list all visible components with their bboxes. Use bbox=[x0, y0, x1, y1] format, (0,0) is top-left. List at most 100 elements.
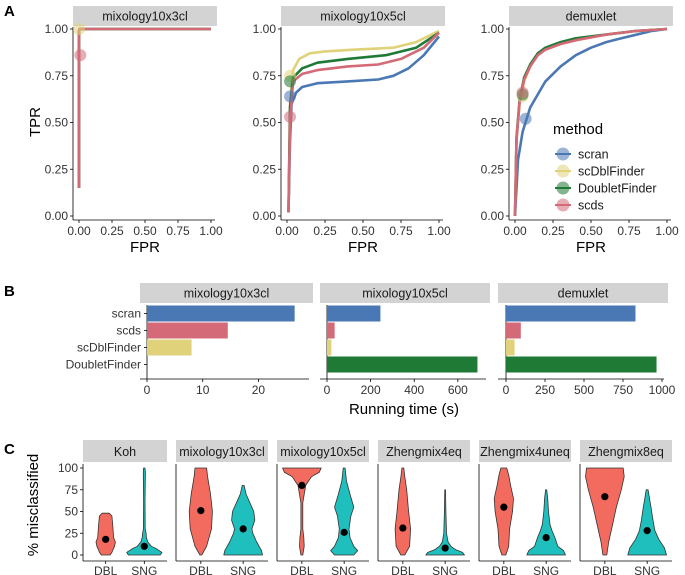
violin-dbl bbox=[282, 467, 322, 556]
violin-sng bbox=[425, 489, 465, 556]
mean-point-sng bbox=[441, 544, 449, 552]
roc-marker-scds bbox=[284, 110, 297, 123]
y-tick-label: 0.25 bbox=[253, 162, 277, 176]
facet-strip bbox=[580, 440, 672, 462]
facet-strip bbox=[320, 283, 490, 303]
roc-curve-scds bbox=[77, 27, 211, 188]
facet-strip bbox=[176, 440, 268, 462]
roc-marker-doubletfinder bbox=[284, 75, 297, 88]
x-tick-label-sng: SNG bbox=[230, 564, 256, 575]
x-tick-label: 750 bbox=[613, 383, 633, 397]
mean-point-dbl bbox=[102, 535, 110, 543]
violin-sng bbox=[526, 489, 566, 556]
x-tick-label: 0 bbox=[324, 383, 331, 397]
facet-strip bbox=[277, 440, 369, 462]
x-axis-title: Running time (s) bbox=[349, 401, 459, 418]
y-tick-label: 0.00 bbox=[481, 209, 505, 223]
y-tick-label-scran: scran bbox=[112, 307, 141, 321]
x-tick-label: 600 bbox=[448, 383, 468, 397]
y-tick-label: 0.50 bbox=[45, 116, 69, 130]
y-axis-title: % misclassified bbox=[25, 454, 42, 557]
panel-b-runtime: mixology10x3cl 0 10 20 mixology10x5cl 0 200 400… bbox=[66, 283, 676, 418]
roc-curve-doubletfinder bbox=[287, 31, 440, 213]
bar-scds bbox=[327, 322, 335, 339]
legend-label-scran: scran bbox=[578, 148, 609, 162]
x-tick-label: 0.25 bbox=[100, 224, 124, 238]
y-tick-label: 1.00 bbox=[481, 22, 505, 36]
mean-point-sng bbox=[340, 528, 348, 536]
x-axis-title: FPR bbox=[348, 239, 378, 256]
roc-curve-scdblfinder bbox=[77, 27, 211, 188]
violin-dbl bbox=[493, 467, 514, 556]
roc-curve-scran bbox=[77, 27, 211, 188]
x-tick-label-sng: SNG bbox=[331, 564, 357, 575]
bar-scds bbox=[147, 322, 228, 339]
x-tick-label: 1.00 bbox=[655, 224, 679, 238]
roc-marker-scran bbox=[284, 90, 297, 103]
y-tick-label: 0.25 bbox=[481, 162, 505, 176]
mean-point-sng bbox=[643, 527, 651, 535]
facet-strip-label: Zhengmix8eq bbox=[588, 445, 664, 459]
violin-sng bbox=[627, 489, 667, 556]
facet-strip bbox=[509, 6, 673, 26]
facet-strip bbox=[140, 283, 313, 303]
y-tick-label: 0.75 bbox=[45, 69, 69, 83]
x-tick-label: 0.75 bbox=[389, 224, 413, 238]
violin-sng bbox=[330, 467, 359, 556]
roc-curve-scds bbox=[287, 31, 440, 213]
legend-label-scdblfinder: scDblFinder bbox=[578, 165, 645, 179]
facet-strip-label: Koh bbox=[114, 445, 136, 459]
facet-strip-label: mixology10x5cl bbox=[362, 287, 447, 301]
x-tick-label: 0.25 bbox=[541, 224, 565, 238]
roc-marker-scdblfinder bbox=[73, 23, 85, 35]
roc-marker-scran bbox=[519, 112, 532, 125]
facet-strip bbox=[498, 283, 668, 303]
roc-curve-doubletfinder bbox=[77, 27, 211, 188]
x-tick-label: 0.00 bbox=[275, 224, 299, 238]
x-tick-label: 1.00 bbox=[427, 224, 451, 238]
x-tick-label-sng: SNG bbox=[432, 564, 458, 575]
roc-curve-scran bbox=[513, 27, 668, 217]
legend-label-doubletfinder: DoubletFinder bbox=[578, 182, 657, 196]
x-tick-label: 0.75 bbox=[617, 224, 641, 238]
bar-scdblfinder bbox=[327, 339, 332, 356]
y-tick-label: 0.50 bbox=[253, 116, 277, 130]
panel-letter-c: C bbox=[4, 441, 15, 458]
violin-dbl bbox=[585, 467, 625, 556]
bar-scdblfinder bbox=[506, 339, 515, 356]
y-tick-label-doubletfinder: DoubletFinder bbox=[66, 358, 141, 372]
legend-title: method bbox=[553, 121, 603, 138]
mean-point-dbl bbox=[399, 524, 407, 532]
facet-strip-label: mixology10x3cl bbox=[184, 287, 269, 301]
x-axis-title: FPR bbox=[130, 239, 160, 256]
panel-c-violins: Koh DBL SNG mixology10x3cl DBL SNG mixology10x… bbox=[25, 440, 672, 575]
y-tick-label: 0.75 bbox=[253, 69, 277, 83]
y-tick-label: 0.00 bbox=[253, 209, 277, 223]
y-axis-title: TPR bbox=[27, 107, 44, 137]
x-tick-label-dbl: DBL bbox=[593, 564, 617, 575]
y-tick-label: 0 bbox=[71, 548, 78, 562]
facet-strip-label: Zhengmix4eq bbox=[386, 445, 462, 459]
x-tick-label: 0.50 bbox=[579, 224, 603, 238]
x-tick-label: 10 bbox=[196, 383, 210, 397]
mean-point-dbl bbox=[601, 493, 609, 501]
roc-curve-scds bbox=[513, 27, 668, 217]
y-tick-label-scdblfinder: scDblFinder bbox=[77, 341, 141, 355]
x-tick-label: 20 bbox=[252, 383, 266, 397]
violin-sng bbox=[223, 485, 263, 556]
mean-point-sng bbox=[140, 542, 148, 550]
facet-strip bbox=[73, 6, 217, 26]
facet-strip-label: mixology10x5cl bbox=[280, 445, 365, 459]
x-tick-label: 1.00 bbox=[199, 224, 223, 238]
facet-strip-label: Zhengmix4uneq bbox=[480, 445, 570, 459]
facet-strip-label: mixology10x3cl bbox=[179, 445, 264, 459]
x-tick-label: 0.50 bbox=[351, 224, 375, 238]
y-tick-label-scds: scds bbox=[116, 324, 141, 338]
mean-point-sng bbox=[542, 534, 550, 542]
bar-scran bbox=[327, 305, 381, 322]
x-tick-label: 0.00 bbox=[503, 224, 527, 238]
x-tick-label-sng: SNG bbox=[131, 564, 157, 575]
y-tick-label: 1.00 bbox=[253, 22, 277, 36]
